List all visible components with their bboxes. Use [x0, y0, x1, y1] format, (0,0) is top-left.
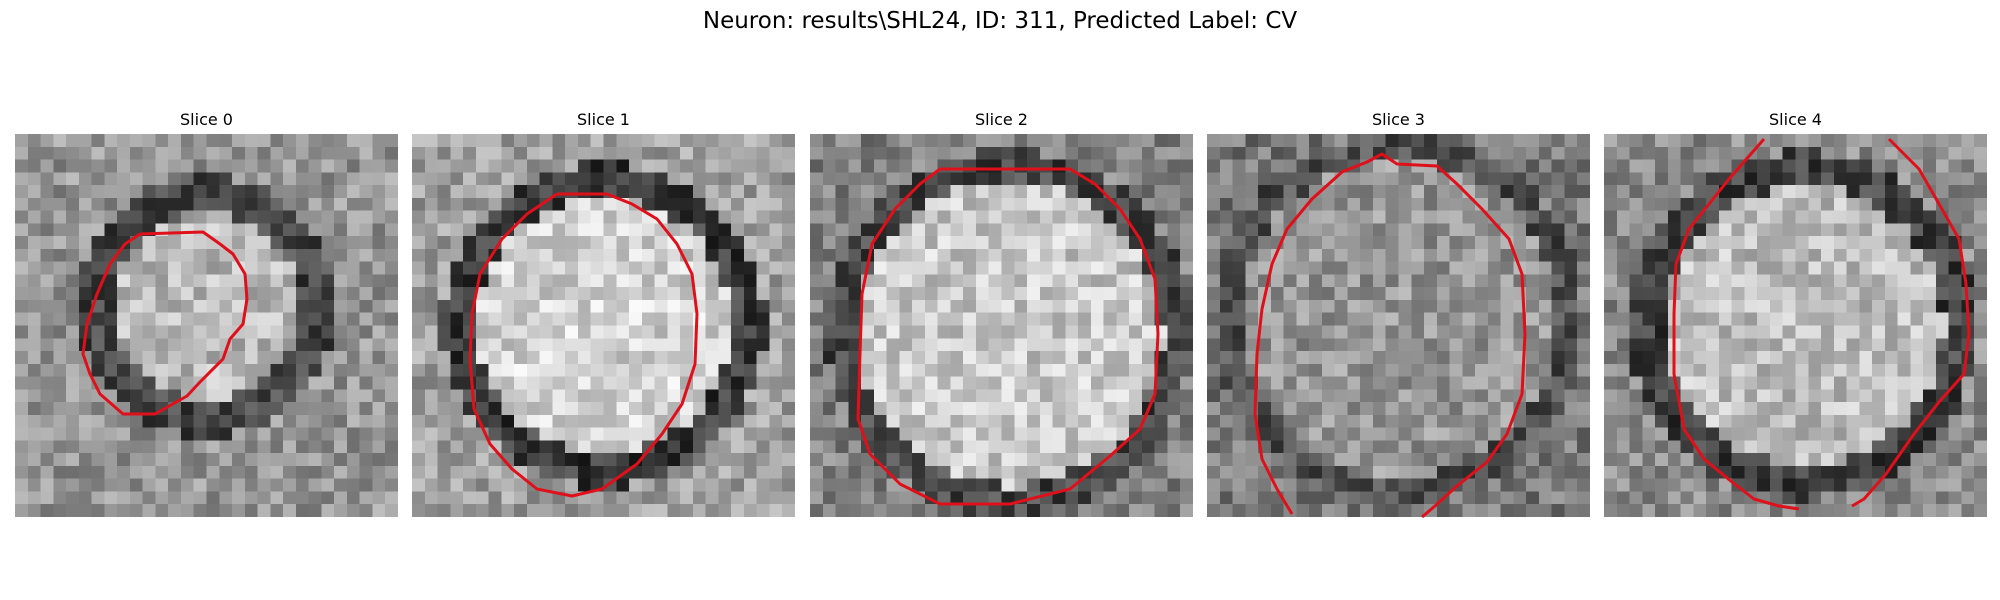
slice-title-4: Slice 4: [1769, 110, 1822, 129]
slice-title-3: Slice 3: [1372, 110, 1425, 129]
slice-panel-2: Slice 2: [810, 110, 1193, 517]
contour-4: [1672, 137, 1971, 511]
slice-title-0: Slice 0: [180, 110, 233, 129]
slice-title-2: Slice 2: [975, 110, 1028, 129]
contour-0: [81, 230, 249, 416]
slice-image-2: [810, 134, 1193, 517]
slice-image-1: [412, 134, 795, 517]
slice-panel-4: Slice 4: [1604, 110, 1987, 517]
slice-image-0: [15, 134, 398, 517]
slice-panel-0: Slice 0: [15, 110, 398, 517]
slice-panel-3: Slice 3: [1207, 110, 1590, 519]
slice-title-1: Slice 1: [577, 110, 630, 129]
figure-title: Neuron: results\SHL24, ID: 311, Predicte…: [702, 8, 1298, 34]
contour-1: [468, 192, 699, 498]
slice-panel-1: Slice 1: [412, 110, 795, 517]
slice-image-3: [1207, 134, 1590, 517]
contour-2: [856, 167, 1160, 506]
slice-image-4: [1604, 134, 1987, 517]
contour-3: [1253, 152, 1527, 519]
